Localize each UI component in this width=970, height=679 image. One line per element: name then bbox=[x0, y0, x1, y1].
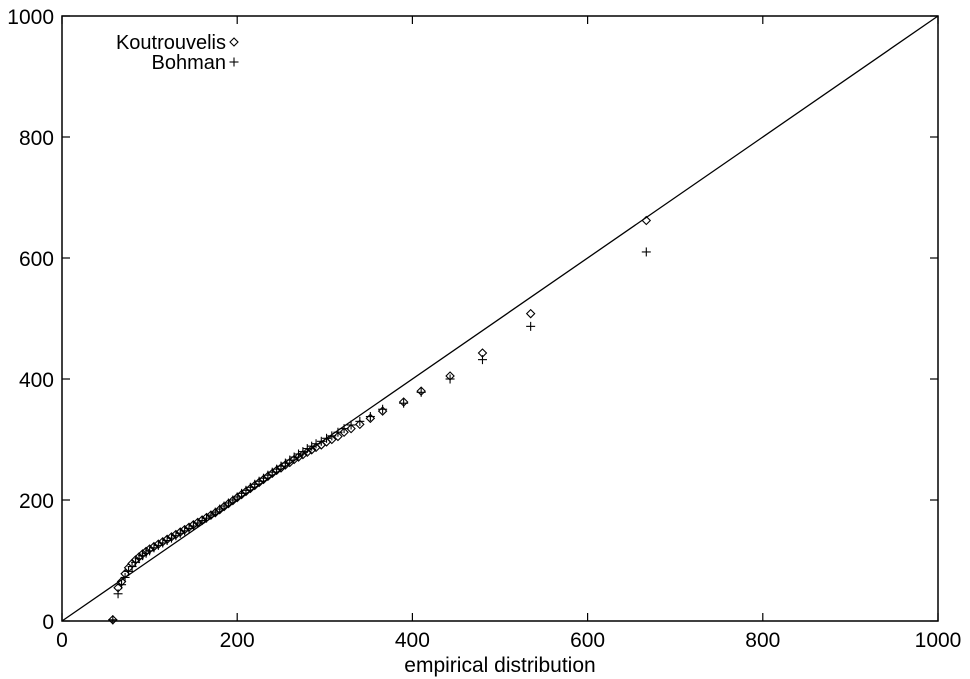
legend-marker-koutrouvelis bbox=[229, 37, 239, 47]
point-bohman bbox=[124, 566, 134, 576]
point-bohman bbox=[327, 431, 337, 441]
point-bohman bbox=[193, 518, 203, 528]
point-bohman bbox=[399, 398, 409, 408]
point-bohman bbox=[641, 247, 651, 257]
point-bohman bbox=[365, 412, 375, 422]
data-points-layer bbox=[108, 215, 652, 625]
point-bohman bbox=[162, 536, 172, 546]
point-koutrouvelis bbox=[302, 447, 313, 457]
point-bohman bbox=[167, 533, 176, 543]
x-axis-title: empirical distribution bbox=[404, 654, 595, 677]
point-koutrouvelis bbox=[346, 423, 356, 434]
y-tick-label: 800 bbox=[19, 127, 54, 150]
point-koutrouvelis bbox=[289, 454, 299, 465]
point-koutrouvelis bbox=[293, 452, 304, 462]
point-bohman bbox=[180, 526, 190, 536]
legend-label-koutrouvelis: Koutrouvelis bbox=[116, 32, 226, 54]
point-bohman bbox=[322, 433, 332, 443]
y-tick-label: 0 bbox=[42, 611, 54, 634]
x-tick-label: 400 bbox=[395, 629, 430, 652]
x-tick-label: 1000 bbox=[915, 629, 962, 652]
x-tick-label: 800 bbox=[745, 629, 780, 652]
point-bohman bbox=[307, 441, 317, 451]
x-tick-label: 600 bbox=[570, 629, 605, 652]
point-bohman bbox=[416, 387, 426, 397]
point-bohman bbox=[355, 416, 365, 426]
point-bohman bbox=[175, 528, 185, 538]
point-bohman bbox=[294, 449, 304, 459]
point-bohman bbox=[316, 436, 326, 446]
y-tick-label: 400 bbox=[19, 369, 54, 392]
point-bohman bbox=[120, 572, 130, 582]
point-bohman bbox=[333, 427, 343, 437]
point-bohman bbox=[113, 589, 123, 599]
point-bohman bbox=[346, 420, 356, 430]
point-bohman bbox=[311, 439, 321, 449]
x-tick-label: 200 bbox=[220, 629, 255, 652]
point-koutrouvelis bbox=[355, 419, 365, 430]
legend-marker-bohman bbox=[229, 57, 239, 67]
point-koutrouvelis bbox=[339, 427, 349, 438]
point-bohman bbox=[232, 492, 242, 502]
point-bohman bbox=[149, 543, 159, 553]
point-bohman bbox=[197, 516, 207, 526]
point-koutrouvelis bbox=[525, 308, 536, 319]
point-bohman bbox=[526, 321, 536, 331]
point-bohman bbox=[477, 355, 487, 365]
plot-frame bbox=[61, 15, 939, 622]
point-bohman bbox=[378, 404, 388, 414]
point-bohman bbox=[153, 540, 163, 550]
y-tick-label: 200 bbox=[19, 490, 54, 513]
point-koutrouvelis bbox=[298, 449, 308, 460]
legend-label-bohman: Bohman bbox=[152, 52, 227, 74]
point-bohman bbox=[171, 531, 181, 541]
point-koutrouvelis bbox=[641, 215, 652, 226]
point-bohman bbox=[302, 444, 312, 454]
point-bohman bbox=[108, 615, 118, 625]
point-bohman bbox=[117, 580, 127, 590]
y-tick-label: 600 bbox=[19, 248, 54, 271]
point-bohman bbox=[445, 374, 455, 384]
y-tick-label: 1000 bbox=[7, 6, 54, 29]
axis-ticks: 0 200 400 600 800 1000 0 200 400 600 800 1000 bbox=[7, 6, 961, 652]
point-bohman bbox=[184, 523, 194, 533]
point-bohman bbox=[339, 424, 349, 434]
point-bohman bbox=[158, 538, 168, 548]
point-koutrouvelis bbox=[333, 431, 343, 442]
x-tick-label: 0 bbox=[56, 629, 68, 652]
